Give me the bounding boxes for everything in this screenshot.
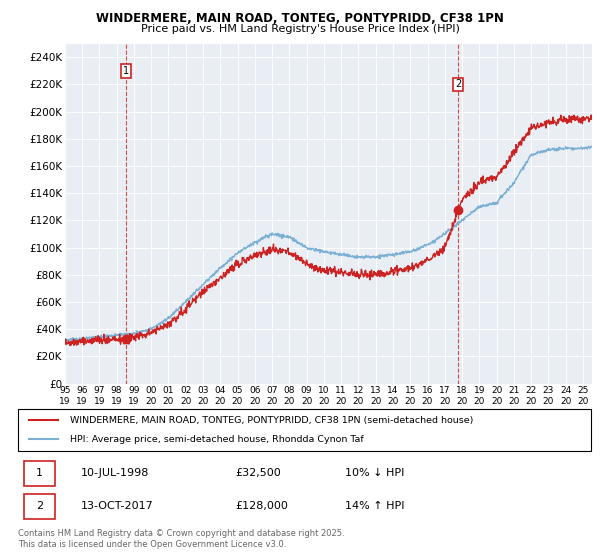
Text: 10-JUL-1998: 10-JUL-1998 xyxy=(81,468,149,478)
Text: WINDERMERE, MAIN ROAD, TONTEG, PONTYPRIDD, CF38 1PN (semi-detached house): WINDERMERE, MAIN ROAD, TONTEG, PONTYPRID… xyxy=(70,416,473,424)
Text: 2: 2 xyxy=(36,501,43,511)
FancyBboxPatch shape xyxy=(24,493,55,519)
Text: WINDERMERE, MAIN ROAD, TONTEG, PONTYPRIDD, CF38 1PN: WINDERMERE, MAIN ROAD, TONTEG, PONTYPRID… xyxy=(96,12,504,25)
Text: Price paid vs. HM Land Registry's House Price Index (HPI): Price paid vs. HM Land Registry's House … xyxy=(140,24,460,34)
Text: £128,000: £128,000 xyxy=(236,501,289,511)
Text: 1: 1 xyxy=(123,66,129,76)
Text: Contains HM Land Registry data © Crown copyright and database right 2025.
This d: Contains HM Land Registry data © Crown c… xyxy=(18,529,344,549)
Text: 14% ↑ HPI: 14% ↑ HPI xyxy=(344,501,404,511)
Text: 10% ↓ HPI: 10% ↓ HPI xyxy=(344,468,404,478)
Text: HPI: Average price, semi-detached house, Rhondda Cynon Taf: HPI: Average price, semi-detached house,… xyxy=(70,435,364,444)
Text: 1: 1 xyxy=(36,468,43,478)
Text: 13-OCT-2017: 13-OCT-2017 xyxy=(81,501,154,511)
Text: 2: 2 xyxy=(455,80,461,90)
FancyBboxPatch shape xyxy=(24,460,55,486)
Text: £32,500: £32,500 xyxy=(236,468,281,478)
